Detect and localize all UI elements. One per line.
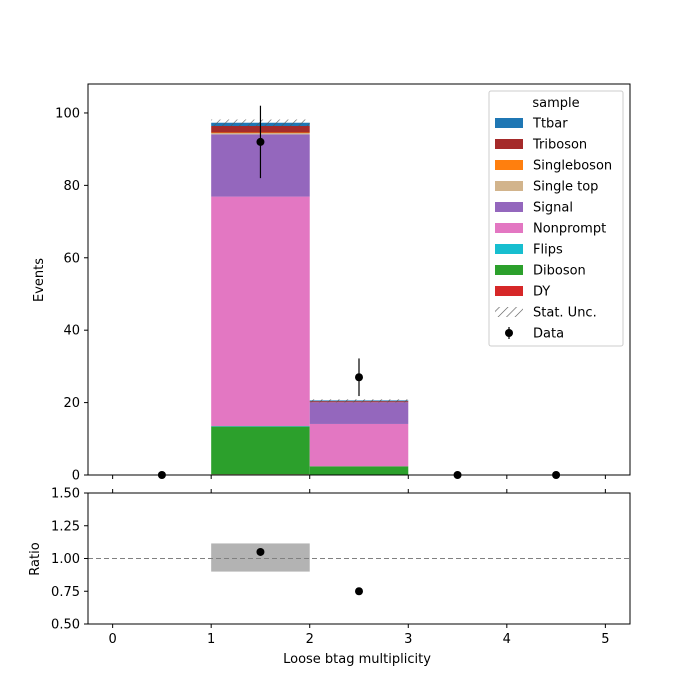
main-y-axis-label: Events	[32, 258, 47, 302]
legend-label-singleboson: Singleboson	[533, 159, 612, 174]
ratio-point-0	[256, 547, 265, 556]
ratio-y-tick-label-4: 1.50	[51, 487, 80, 502]
x-tick-label-5: 5	[601, 632, 609, 647]
main-x-ticks	[112, 475, 606, 479]
legend-swatch-diboson	[495, 265, 523, 275]
bar-nonprompt-bin-1	[211, 196, 310, 427]
legend-swatch-ttbar	[495, 118, 523, 128]
legend-swatch-triboson	[495, 139, 523, 149]
x-tick-label-1: 1	[207, 632, 215, 647]
main-plot-panel: 0 20 40 60 80 100 Events	[32, 83, 631, 484]
legend-title: sample	[532, 96, 579, 111]
bar-diboson-bin-1	[211, 426, 310, 475]
legend-label-stat-unc: Stat. Unc.	[533, 306, 597, 321]
main-y-ticks: 0 20 40 60 80 100	[55, 106, 88, 484]
main-y-tick-label-3: 60	[63, 251, 80, 266]
legend-label-dy: DY	[533, 285, 550, 300]
main-plot-frame	[87, 83, 631, 476]
legend-label-triboson: Triboson	[532, 138, 587, 153]
ratio-x-ticks: 0 1 2 3 4 5	[108, 489, 610, 647]
legend-label-flips: Flips	[533, 243, 563, 258]
bar-nonprompt-bin-2	[309, 423, 409, 467]
ratio-y-ticks: 0.50 0.75 1.00 1.25 1.50	[51, 487, 88, 633]
bar-flips-bin-1	[211, 426, 310, 427]
main-y-tick-label-4: 80	[63, 179, 80, 194]
legend-label-signal: Signal	[533, 201, 573, 216]
legend-swatch-signal	[495, 202, 523, 212]
legend-label-ttbar: Ttbar	[532, 117, 568, 132]
stat-unc-band-bin-2	[309, 399, 409, 403]
legend-label-nonprompt: Nonprompt	[533, 222, 606, 237]
ratio-plot-frame	[87, 492, 631, 625]
ratio-point-1	[355, 587, 363, 596]
legend-label-data: Data	[533, 327, 564, 342]
ratio-y-tick-label-0: 0.50	[51, 618, 80, 633]
main-y-tick-label-1: 20	[63, 396, 80, 411]
ratio-y-tick-label-2: 1.00	[51, 552, 80, 567]
x-tick-label-4: 4	[503, 632, 511, 647]
legend-label-diboson: Diboson	[533, 264, 586, 279]
legend-marker-data	[505, 329, 513, 337]
legend-swatch-nonprompt	[495, 223, 523, 233]
data-point-2	[355, 373, 363, 382]
x-tick-label-3: 3	[404, 632, 412, 647]
x-tick-label-2: 2	[306, 632, 314, 647]
x-axis-label: Loose btag multiplicity	[283, 652, 431, 667]
bar-diboson-bin-2	[309, 466, 409, 475]
ratio-y-tick-label-3: 1.25	[51, 519, 80, 534]
ratio-y-tick-label-1: 0.75	[51, 585, 80, 600]
legend-entries: Ttbar Triboson Singleboson Single top Signal…	[495, 117, 612, 342]
legend-frame	[488, 90, 624, 347]
legend-label-single-top: Single top	[533, 180, 598, 195]
main-y-tick-label-2: 40	[63, 324, 80, 339]
legend-swatch-flips	[495, 244, 523, 254]
ratio-y-axis-label: Ratio	[28, 542, 43, 575]
data-point-1	[256, 137, 265, 146]
legend-swatch-single-top	[495, 181, 523, 191]
main-plot-marks	[157, 105, 561, 479]
legend-swatch-singleboson	[495, 160, 523, 170]
main-y-tick-label-0: 0	[72, 469, 80, 484]
x-tick-label-0: 0	[108, 632, 116, 647]
legend-swatch-stat-unc	[495, 307, 523, 317]
ratio-unc-band-0	[211, 543, 310, 572]
legend: sample Ttbar Triboson Singleboson Single to…	[488, 90, 624, 347]
ratio-plot-marks	[88, 543, 630, 596]
ratio-plot-panel: 0.50 0.75 1.00 1.25 1.50 0 1 2 3 4 5 Ratio Loose …	[28, 487, 631, 667]
main-y-tick-label-5: 100	[55, 106, 80, 121]
bar-signal-bin-2	[309, 402, 409, 424]
legend-swatch-dy	[495, 286, 523, 296]
